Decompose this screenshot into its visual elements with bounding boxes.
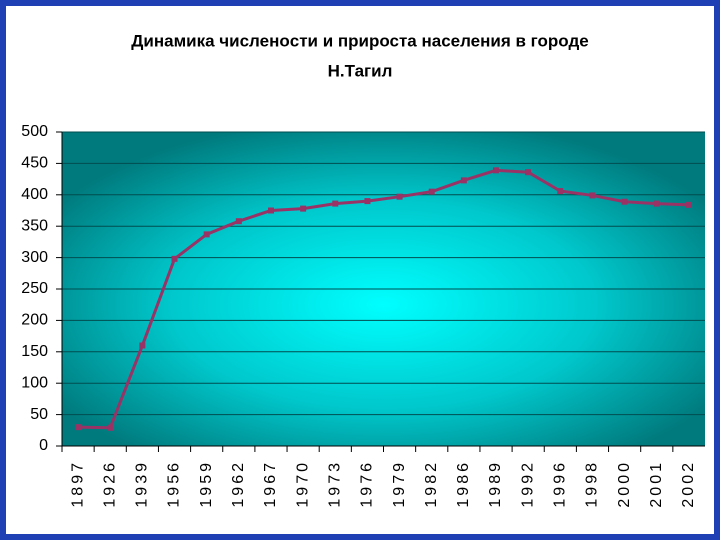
marker: [267, 207, 274, 214]
y-tick-label: 150: [21, 343, 48, 360]
marker: [139, 342, 146, 349]
marker: [235, 218, 242, 225]
y-tick-label: 200: [21, 312, 48, 329]
chart-title: Н.Тагил: [328, 61, 393, 80]
chart-title: Динамика численоcти и прироста населения…: [131, 31, 588, 50]
marker: [396, 193, 403, 200]
x-tick-label: 1967: [262, 460, 279, 508]
x-tick-label: 1992: [519, 460, 536, 508]
x-tick-label: 1939: [134, 460, 151, 508]
y-tick-label: 450: [21, 155, 48, 172]
x-tick-label: 1959: [198, 460, 215, 508]
marker: [460, 177, 467, 184]
x-tick-label: 1996: [552, 460, 569, 508]
x-tick-label: 1956: [166, 460, 183, 508]
marker: [653, 200, 660, 207]
y-tick-label: 500: [21, 123, 48, 140]
y-tick-label: 300: [21, 249, 48, 266]
marker: [107, 424, 114, 431]
x-tick-label: 2001: [648, 460, 665, 508]
marker: [75, 424, 82, 431]
y-tick-label: 350: [21, 217, 48, 234]
marker: [589, 192, 596, 199]
marker: [685, 201, 692, 208]
x-tick-label: 1979: [391, 460, 408, 508]
y-tick-label: 50: [30, 406, 48, 423]
x-tick-label: 2002: [680, 460, 697, 508]
x-tick-label: 1970: [294, 460, 311, 508]
x-tick-label: 2000: [616, 460, 633, 508]
x-tick-label: 1962: [230, 460, 247, 508]
x-tick-label: 1982: [423, 460, 440, 508]
marker: [525, 169, 532, 176]
y-tick-label: 400: [21, 186, 48, 203]
marker: [332, 200, 339, 207]
y-tick-label: 100: [21, 374, 48, 391]
x-tick-label: 1986: [455, 460, 472, 508]
line: [78, 168, 689, 430]
marker: [300, 205, 307, 212]
y-tick-label: 250: [21, 280, 48, 297]
x-tick-label: 1989: [487, 460, 504, 508]
marker: [171, 255, 178, 262]
x-tick-label: 1976: [359, 460, 376, 508]
marker: [428, 188, 435, 195]
marker: [203, 231, 210, 238]
y-tick-label: 0: [39, 437, 48, 454]
marker: [493, 167, 500, 174]
x-tick-label: 1998: [584, 460, 601, 508]
x-tick-label: 1897: [69, 460, 86, 508]
marker: [621, 198, 628, 205]
marker: [557, 188, 564, 195]
x-tick-label: 1926: [101, 460, 118, 508]
x-tick-label: 1973: [326, 460, 343, 508]
marker: [364, 198, 371, 205]
